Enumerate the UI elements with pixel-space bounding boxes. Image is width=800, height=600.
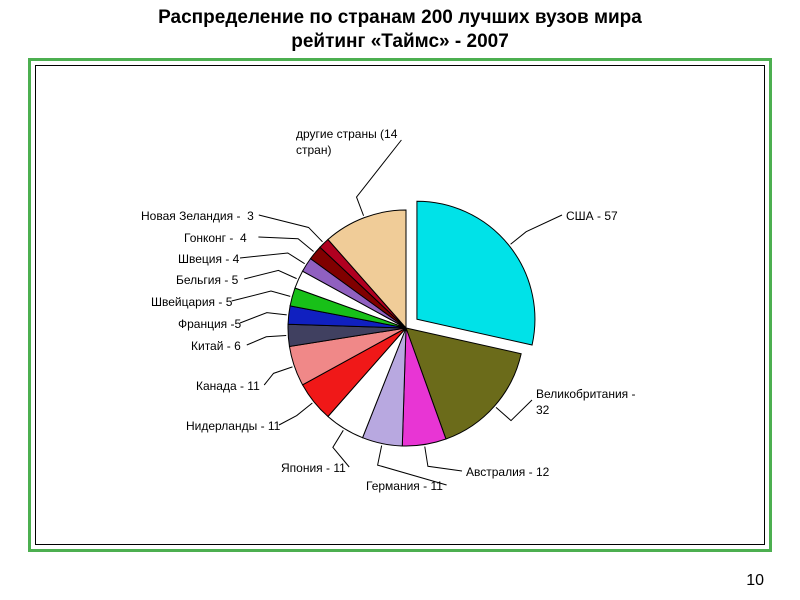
title-line-2: рейтинг «Таймс» - 2007 bbox=[291, 31, 509, 52]
leader-line bbox=[232, 291, 291, 301]
leader-line bbox=[240, 252, 305, 263]
pie-chart: США - 57 Великобритания - 32 Австралия - 1… bbox=[36, 66, 764, 544]
slice-label: Нидерланды - 11 bbox=[186, 418, 280, 435]
slice-label: Австралия - 12 bbox=[466, 464, 549, 481]
slice-label: Гонконг - 4 bbox=[184, 230, 247, 247]
slice-label: Франция -5 bbox=[178, 316, 241, 333]
page-number: 10 bbox=[746, 572, 764, 590]
chart-frame-inner: США - 57 Великобритания - 32 Австралия - 1… bbox=[35, 65, 765, 545]
leader-line bbox=[258, 237, 313, 252]
slice-label: Швейцария - 5 bbox=[151, 294, 232, 311]
leader-line bbox=[244, 270, 296, 279]
slice-label: Германия - 11 bbox=[366, 478, 443, 495]
title-line-1: Распределение по странам 200 лучших вузо… bbox=[158, 7, 642, 28]
leader-line bbox=[425, 446, 462, 470]
leader-line bbox=[511, 215, 562, 244]
chart-frame-outer: США - 57 Великобритания - 32 Австралия - 1… bbox=[28, 58, 772, 552]
leader-line bbox=[240, 312, 287, 322]
slice-label: Новая Зеландия - 3 bbox=[141, 208, 254, 225]
slice-label: Япония - 11 bbox=[281, 460, 346, 477]
leader-line bbox=[279, 403, 312, 425]
pie-slice bbox=[417, 201, 535, 345]
slice-label: Швеция - 4 bbox=[178, 251, 239, 268]
chart-title: Распределение по странам 200 лучших вузо… bbox=[0, 0, 800, 58]
slice-label: Великобритания - 32 bbox=[536, 386, 636, 420]
slice-label: Бельгия - 5 bbox=[176, 272, 238, 289]
slice-label: Канада - 11 bbox=[196, 378, 260, 395]
leader-line bbox=[247, 335, 286, 344]
slice-label: другие страны (14 стран) bbox=[296, 126, 397, 160]
leader-line bbox=[496, 400, 532, 421]
slice-label: США - 57 bbox=[566, 208, 618, 225]
slice-label: Китай - 6 bbox=[191, 338, 241, 355]
leader-line bbox=[264, 366, 292, 384]
